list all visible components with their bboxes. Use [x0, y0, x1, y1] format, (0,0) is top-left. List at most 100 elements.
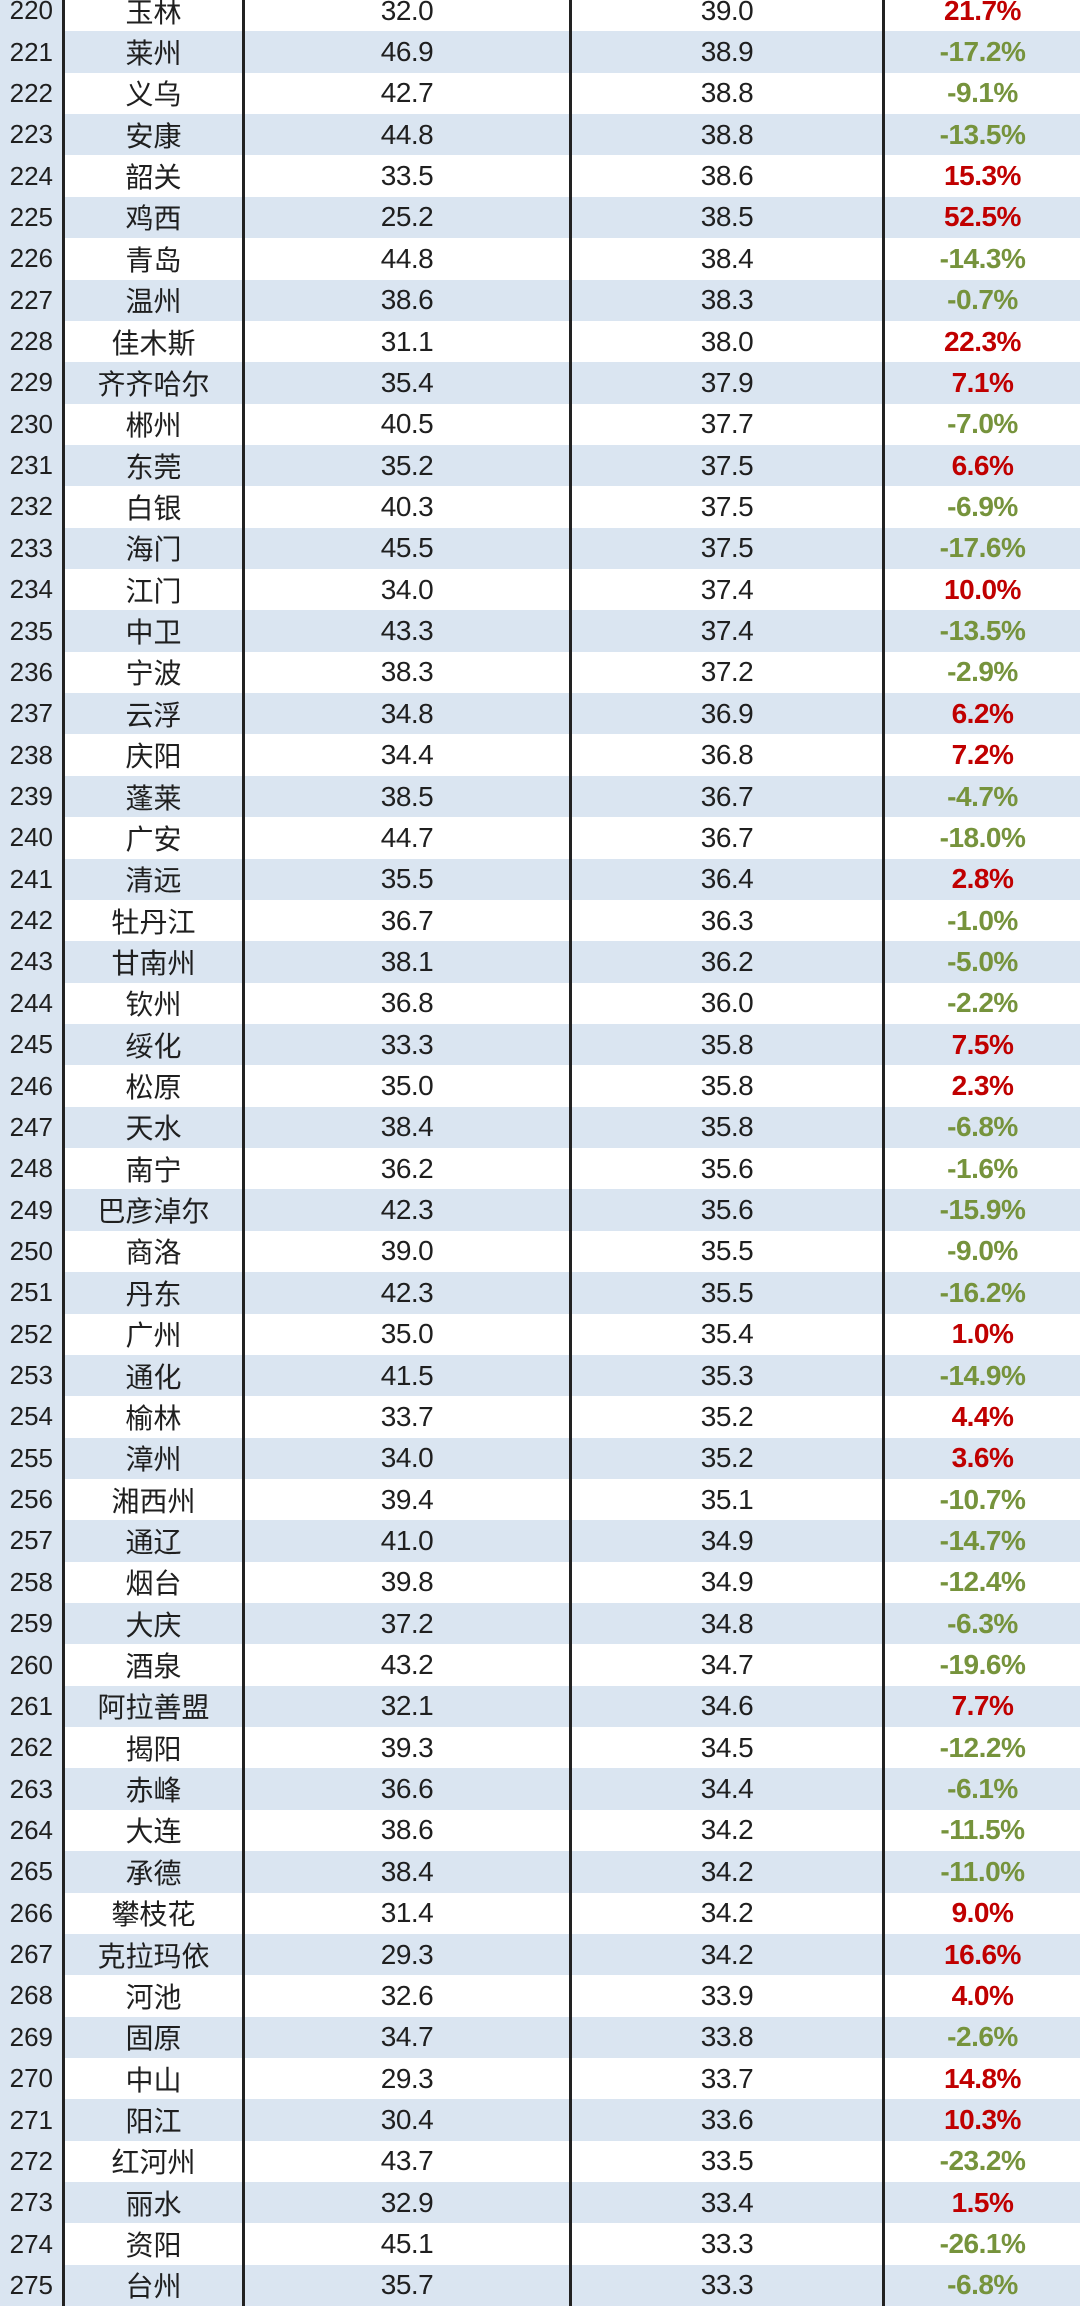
value1-cell: 38.6	[245, 1809, 572, 1852]
table-row: 234 江门 34.0 37.4 10.0%	[0, 569, 1080, 611]
table-row: 265 承德 38.4 34.2 -11.0%	[0, 1851, 1080, 1893]
table-row: 236 宁波 38.3 37.2 -2.9%	[0, 651, 1080, 694]
value2-cell: 35.1	[572, 1478, 885, 1521]
city-cell: 大庆	[65, 1603, 245, 1645]
value2-cell: 33.3	[572, 2264, 885, 2307]
city-cell: 钦州	[65, 982, 245, 1024]
pct-change-cell: -0.7%	[885, 279, 1080, 321]
value2-cell: 34.5	[572, 1727, 885, 1769]
value2-cell: 37.4	[572, 610, 885, 652]
table-row: 272 红河州 43.7 33.5 -23.2%	[0, 2140, 1080, 2183]
value2-cell: 34.9	[572, 1520, 885, 1562]
value2-cell: 34.2	[572, 1851, 885, 1893]
rank-cell: 224	[0, 155, 65, 197]
pct-change-cell: 7.7%	[885, 1685, 1080, 1728]
value2-cell: 35.5	[572, 1230, 885, 1273]
value2-cell: 36.2	[572, 941, 885, 983]
rank-cell: 275	[0, 2264, 65, 2307]
table-row: 274 资阳 45.1 33.3 -26.1%	[0, 2223, 1080, 2265]
value1-cell: 36.8	[245, 982, 572, 1024]
city-cell: 白银	[65, 486, 245, 528]
city-cell: 丽水	[65, 2182, 245, 2224]
city-cell: 牡丹江	[65, 899, 245, 942]
rank-cell: 262	[0, 1727, 65, 1769]
pct-change-cell: -10.7%	[939, 1483, 1026, 1515]
pct-change-cell: -6.1%	[885, 1768, 1080, 1810]
pct-change-cell: 15.3%	[944, 160, 1021, 192]
table-row: 227 温州 38.6 38.3 -0.7%	[0, 279, 1080, 321]
pct-change-cell: -5.0%	[885, 941, 1080, 983]
value2-cell: 35.2	[572, 1437, 885, 1479]
value2-cell: 36.3	[572, 899, 885, 942]
rank-cell: 273	[0, 2182, 65, 2224]
pct-change-cell: -23.2%	[939, 2145, 1026, 2177]
table-row: 252 广州 35.0 35.4 1.0%	[0, 1313, 1080, 1355]
value1-cell: 42.3	[245, 1272, 572, 1314]
pct-change-cell: -1.6%	[947, 1152, 1018, 1184]
value2-cell: 37.7	[572, 403, 885, 445]
value2-cell: 37.4	[572, 569, 885, 611]
table-row: 257 通辽 41.0 34.9 -14.7%	[0, 1520, 1080, 1562]
rank-cell: 252	[0, 1313, 65, 1355]
value2-cell: 35.6	[572, 1189, 885, 1231]
pct-change-cell: -12.4%	[939, 1566, 1026, 1598]
rank-cell: 255	[0, 1437, 65, 1479]
value2-cell: 38.8	[572, 114, 885, 156]
rank-cell: 248	[0, 1148, 65, 1190]
table-row: 247 天水 38.4 35.8 -6.8%	[0, 1106, 1080, 1149]
rank-cell: 246	[0, 1065, 65, 1107]
value1-cell: 35.4	[245, 362, 572, 404]
table-row: 246 松原 35.0 35.8 2.3%	[0, 1065, 1080, 1107]
city-cell: 商洛	[65, 1230, 245, 1273]
table-row: 235 中卫 43.3 37.4 -13.5%	[0, 610, 1080, 652]
value1-cell: 36.2	[245, 1148, 572, 1190]
value1-cell: 38.1	[245, 941, 572, 983]
rank-cell: 231	[0, 444, 65, 487]
table-row: 264 大连 38.6 34.2 -11.5%	[0, 1809, 1080, 1852]
value2-cell: 38.9	[572, 31, 885, 73]
rank-cell: 238	[0, 734, 65, 776]
value2-cell: 38.4	[572, 238, 885, 280]
value1-cell: 34.8	[245, 693, 572, 735]
value1-cell: 39.3	[245, 1727, 572, 1769]
rank-cell: 222	[0, 72, 65, 115]
value1-cell: 43.2	[245, 1644, 572, 1686]
city-cell: 赤峰	[65, 1768, 245, 1810]
value1-cell: 36.7	[245, 899, 572, 942]
city-cell: 天水	[65, 1106, 245, 1149]
pct-change-cell: -14.9%	[885, 1354, 1080, 1397]
city-cell: 烟台	[65, 1561, 245, 1604]
value2-cell: 36.7	[572, 817, 885, 859]
pct-change-cell: 1.5%	[885, 2182, 1080, 2224]
city-cell: 郴州	[65, 403, 245, 445]
value1-cell: 38.3	[245, 651, 572, 694]
value1-cell: 38.6	[245, 279, 572, 321]
table-row: 244 钦州 36.8 36.0 -2.2%	[0, 982, 1080, 1024]
pct-change-cell: -19.6%	[939, 1649, 1026, 1681]
rank-cell: 223	[0, 114, 65, 156]
rank-cell: 233	[0, 527, 65, 570]
pct-change-cell: 4.4%	[951, 1400, 1014, 1432]
value1-cell: 38.4	[245, 1851, 572, 1893]
city-cell: 江门	[65, 569, 245, 611]
value1-cell: 39.0	[245, 1230, 572, 1273]
city-cell: 河池	[65, 1975, 245, 2017]
table-row: 220 玉林 32.0 39.0 21.7%	[0, 0, 1080, 32]
rank-cell: 236	[0, 651, 65, 694]
value1-cell: 44.8	[245, 238, 572, 280]
city-cell: 玉林	[65, 0, 245, 32]
table-row: 243 甘南州 38.1 36.2 -5.0%	[0, 941, 1080, 983]
value1-cell: 35.0	[245, 1313, 572, 1355]
city-cell: 巴彦淖尔	[65, 1189, 245, 1231]
pct-change-cell: -26.1%	[939, 2228, 1026, 2260]
value2-cell: 34.2	[572, 1892, 885, 1934]
value2-cell: 33.5	[572, 2140, 885, 2183]
table-row: 239 蓬莱 38.5 36.7 -4.7%	[0, 775, 1080, 818]
pct-change-cell: -16.2%	[885, 1272, 1080, 1314]
pct-change-cell: 6.2%	[885, 693, 1080, 735]
pct-change-cell: 7.1%	[885, 362, 1080, 404]
value1-cell: 30.4	[245, 2099, 572, 2141]
value2-cell: 36.9	[572, 693, 885, 735]
city-cell: 松原	[65, 1065, 245, 1107]
pct-change-cell: -13.5%	[885, 114, 1080, 156]
